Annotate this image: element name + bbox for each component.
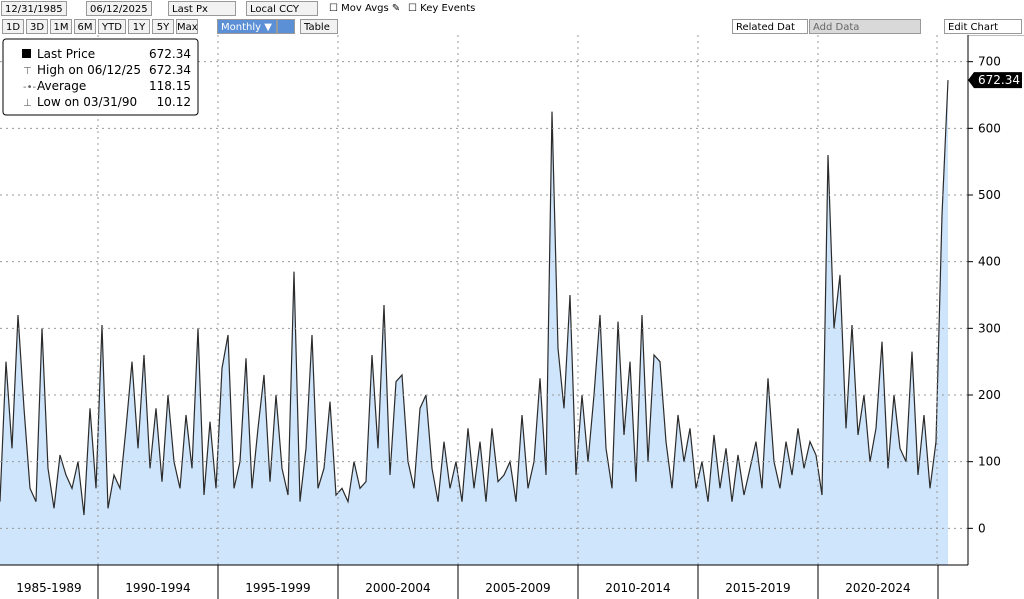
legend: Last Price 672.34 ⊤ High on 06/12/25 672.34 -… [2,38,199,116]
x-period-label: 2015-2019 [725,581,790,595]
y-tick-label: 400 [978,255,1001,269]
last-value-tag [968,72,1022,89]
legend-icon: -•- [23,82,37,93]
legend-icon: ⊥ [23,98,32,109]
range-button[interactable]: YTD [98,19,126,34]
last-value-label: 672.34 [978,73,1020,87]
legend-value: 118.15 [149,79,191,93]
range-button[interactable]: 1D [2,19,24,34]
mov-avgs-label: Mov Avgs [341,3,389,14]
legend-icon: ⊤ [23,66,32,77]
legend-label: Last Price [37,47,95,61]
x-period-label: 2005-2009 [485,581,550,595]
range-button[interactable]: 1Y [128,19,150,34]
related-data[interactable]: Related Dat [732,19,808,34]
y-tick-label: 700 [978,55,1001,69]
legend-value: 10.12 [157,95,191,109]
end-date[interactable]: 06/12/2025 [86,1,152,16]
x-period-label: 2010-2014 [605,581,670,595]
range-button[interactable]: Max [176,19,198,34]
y-tick-label: 300 [978,321,1001,335]
range-button[interactable]: 1M [50,19,72,34]
toolbar: 12/31/1985 06/12/2025 Last Px Local CCY … [0,0,1024,36]
y-tick-label: 500 [978,188,1001,202]
key-events[interactable]: ☐ Key Events [408,3,476,14]
table-button[interactable]: Table [300,19,338,34]
legend-value: 672.34 [149,47,191,61]
y-tick-label: 200 [978,388,1001,402]
y-tick-label: 0 [978,521,986,535]
y-tick-label: 600 [978,121,1001,135]
add-data[interactable]: Add Data [809,19,921,34]
x-period-label: 1985-1989 [16,581,81,595]
legend-value: 672.34 [149,63,191,77]
key-events-label: Key Events [420,3,476,14]
start-date[interactable]: 12/31/1985 [1,1,67,16]
legend-label: Low on 03/31/90 [37,95,137,109]
currency-select[interactable]: Local CCY [246,1,318,16]
area [0,80,948,566]
range-button[interactable]: 5Y [152,19,174,34]
field-select[interactable]: Last Px [168,1,236,16]
frequency[interactable]: Monthly ▼ [217,19,277,34]
x-period-label: 1990-1994 [125,581,190,595]
legend-label: Average [37,79,86,93]
frequency-extra [277,19,295,34]
edit-chart[interactable]: Edit Chart [944,19,1022,34]
y-tick-label: 100 [978,455,1001,469]
legend-swatch [22,49,31,58]
x-period-label: 2000-2004 [365,581,430,595]
range-button[interactable]: 6M [74,19,96,34]
legend-box [2,38,199,116]
price-line [0,80,949,516]
range-button[interactable]: 3D [26,19,48,34]
x-period-label: 1995-1999 [245,581,310,595]
legend-label: High on 06/12/25 [37,63,141,77]
x-period-label: 2020-2024 [845,581,910,595]
mov-avgs[interactable]: ☐ Mov Avgs ✎ [329,3,401,14]
chart: 0 100 200 300 400 500 600 700 1985-1989 1990-1994… [0,35,1022,599]
